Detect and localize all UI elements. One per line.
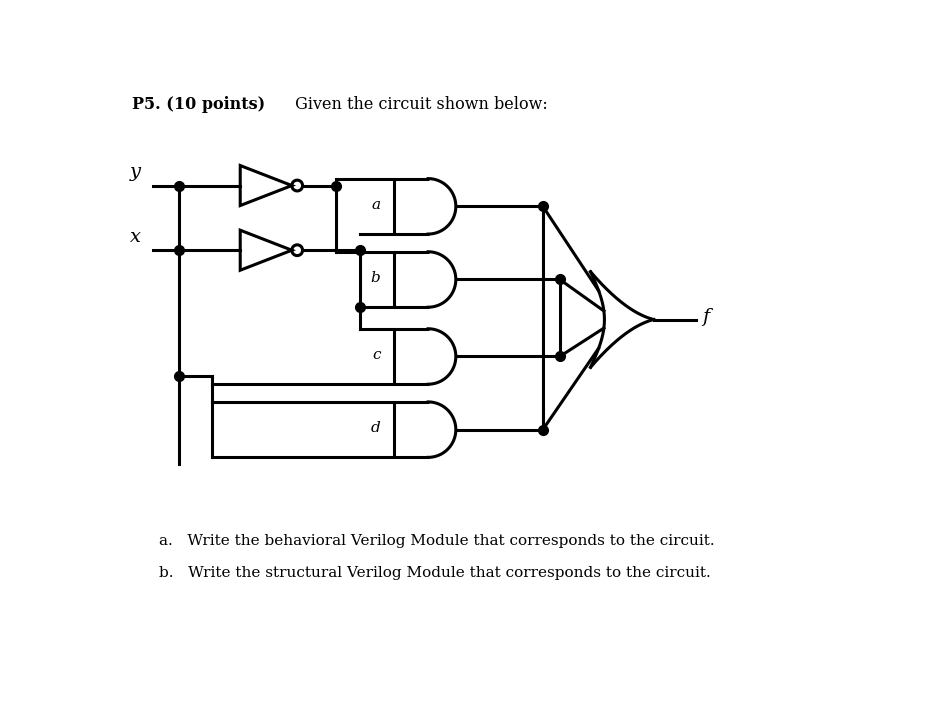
Text: a.   Write the behavioral Verilog Module that corresponds to the circuit.: a. Write the behavioral Verilog Module t…	[159, 533, 715, 548]
Text: d: d	[371, 421, 380, 435]
Text: c: c	[372, 348, 380, 362]
Text: y: y	[130, 163, 141, 181]
Text: a: a	[372, 198, 380, 211]
Text: x: x	[130, 228, 141, 246]
Text: Given the circuit shown below:: Given the circuit shown below:	[290, 96, 548, 113]
Text: f: f	[702, 308, 709, 326]
Text: b: b	[371, 271, 380, 285]
Text: P5. (10 points): P5. (10 points)	[133, 96, 265, 113]
Text: b.   Write the structural Verilog Module that corresponds to the circuit.: b. Write the structural Verilog Module t…	[159, 566, 711, 580]
